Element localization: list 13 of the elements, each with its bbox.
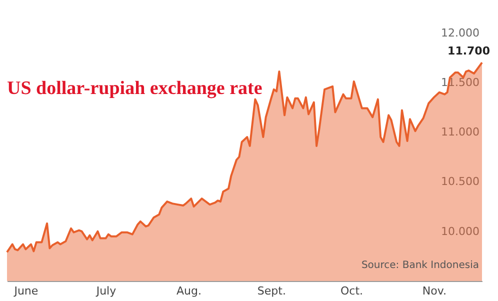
annotation: Source: Bank Indonesia — [361, 260, 479, 271]
text: US dollar-rupiah exchange rate — [7, 78, 262, 99]
x-tick-label: Oct. — [340, 284, 363, 298]
x-tick-label: Aug. — [176, 284, 202, 298]
y-tick-label: 10.500 — [441, 175, 480, 188]
x-tick-label: June — [13, 284, 38, 298]
y-tick-label: 12.000 — [441, 26, 480, 40]
x-tick-label: Sept. — [257, 284, 286, 298]
x-tick-label: Nov. — [422, 284, 447, 298]
annotation: 11.700 — [448, 44, 490, 58]
y-tick-label: 11.000 — [441, 126, 480, 139]
y-tick-label: 10.000 — [441, 224, 480, 238]
x-tick-label: July — [95, 284, 117, 298]
